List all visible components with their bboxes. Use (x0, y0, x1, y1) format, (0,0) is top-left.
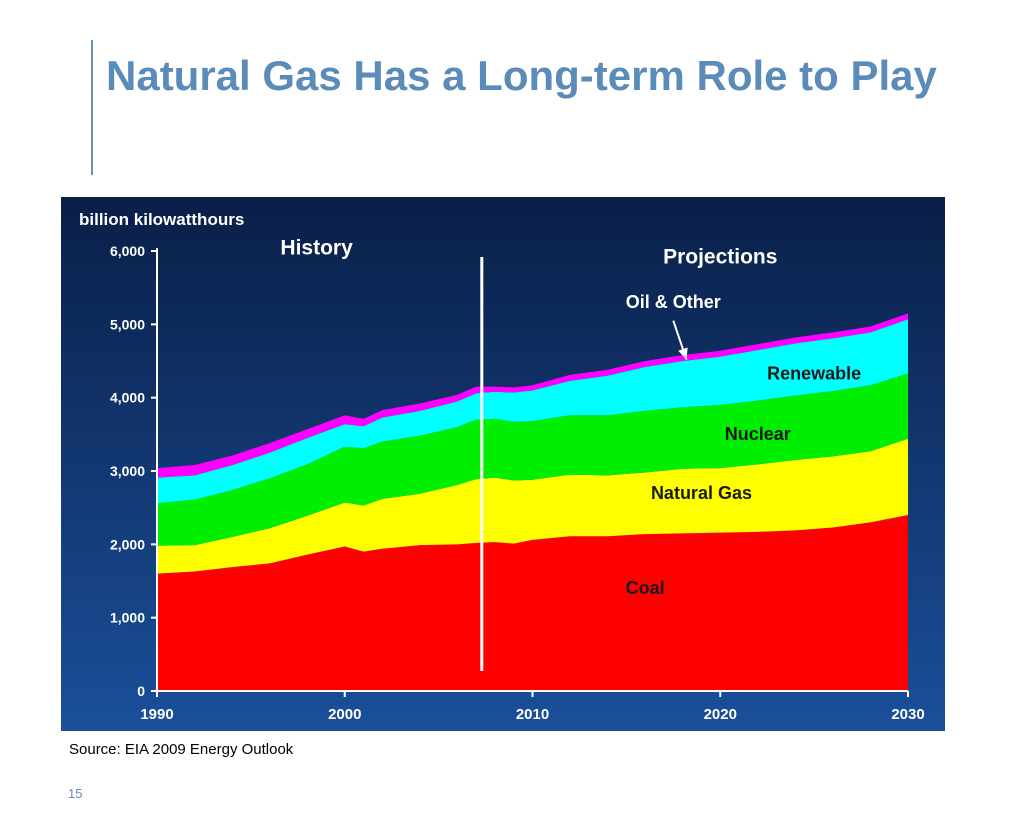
y-tick-label: 4,000 (110, 390, 145, 406)
annotation-arrow-head (678, 347, 688, 360)
series-label-nuclear: Nuclear (725, 424, 791, 444)
area-coal (157, 515, 908, 691)
y-tick-label: 0 (137, 683, 145, 699)
section-label-projections: Projections (663, 245, 777, 268)
series-label-natural-gas: Natural Gas (651, 483, 752, 503)
page-title: Natural Gas Has a Long-term Role to Play (106, 52, 937, 99)
y-axis-title: billion kilowatthours (79, 210, 244, 229)
x-tick-label: 1990 (140, 706, 173, 723)
y-tick-label: 2,000 (110, 536, 145, 552)
area-renewable (157, 319, 908, 504)
area-oil-and-other (157, 313, 908, 478)
y-tick-label: 6,000 (110, 243, 145, 259)
source-note: Source: EIA 2009 Energy Outlook (69, 741, 294, 758)
y-tick-label: 3,000 (110, 463, 145, 479)
x-tick-label: 2020 (704, 706, 737, 723)
x-tick-label: 2010 (516, 706, 549, 723)
page-number: 15 (68, 786, 83, 801)
y-tick-label: 5,000 (110, 316, 145, 332)
section-label-history: History (280, 237, 353, 260)
chart-container: 0 1,000 2,000 3,000 4,000 5,000 6,000 1990 2000 2… (61, 197, 945, 731)
series-label-oil-and-other: Oil & Other (626, 292, 721, 312)
x-tick-label: 2000 (328, 706, 361, 723)
series-label-renewable: Renewable (767, 363, 861, 383)
stacked-area-chart: 0 1,000 2,000 3,000 4,000 5,000 6,000 1990 2000 2… (61, 197, 945, 731)
y-tick-label: 1,000 (110, 610, 145, 626)
area-nuclear (157, 373, 908, 546)
series-label-coal: Coal (626, 578, 665, 598)
x-tick-label: 2030 (891, 706, 924, 723)
area-natural-gas (157, 438, 908, 574)
title-accent-line (91, 40, 93, 175)
